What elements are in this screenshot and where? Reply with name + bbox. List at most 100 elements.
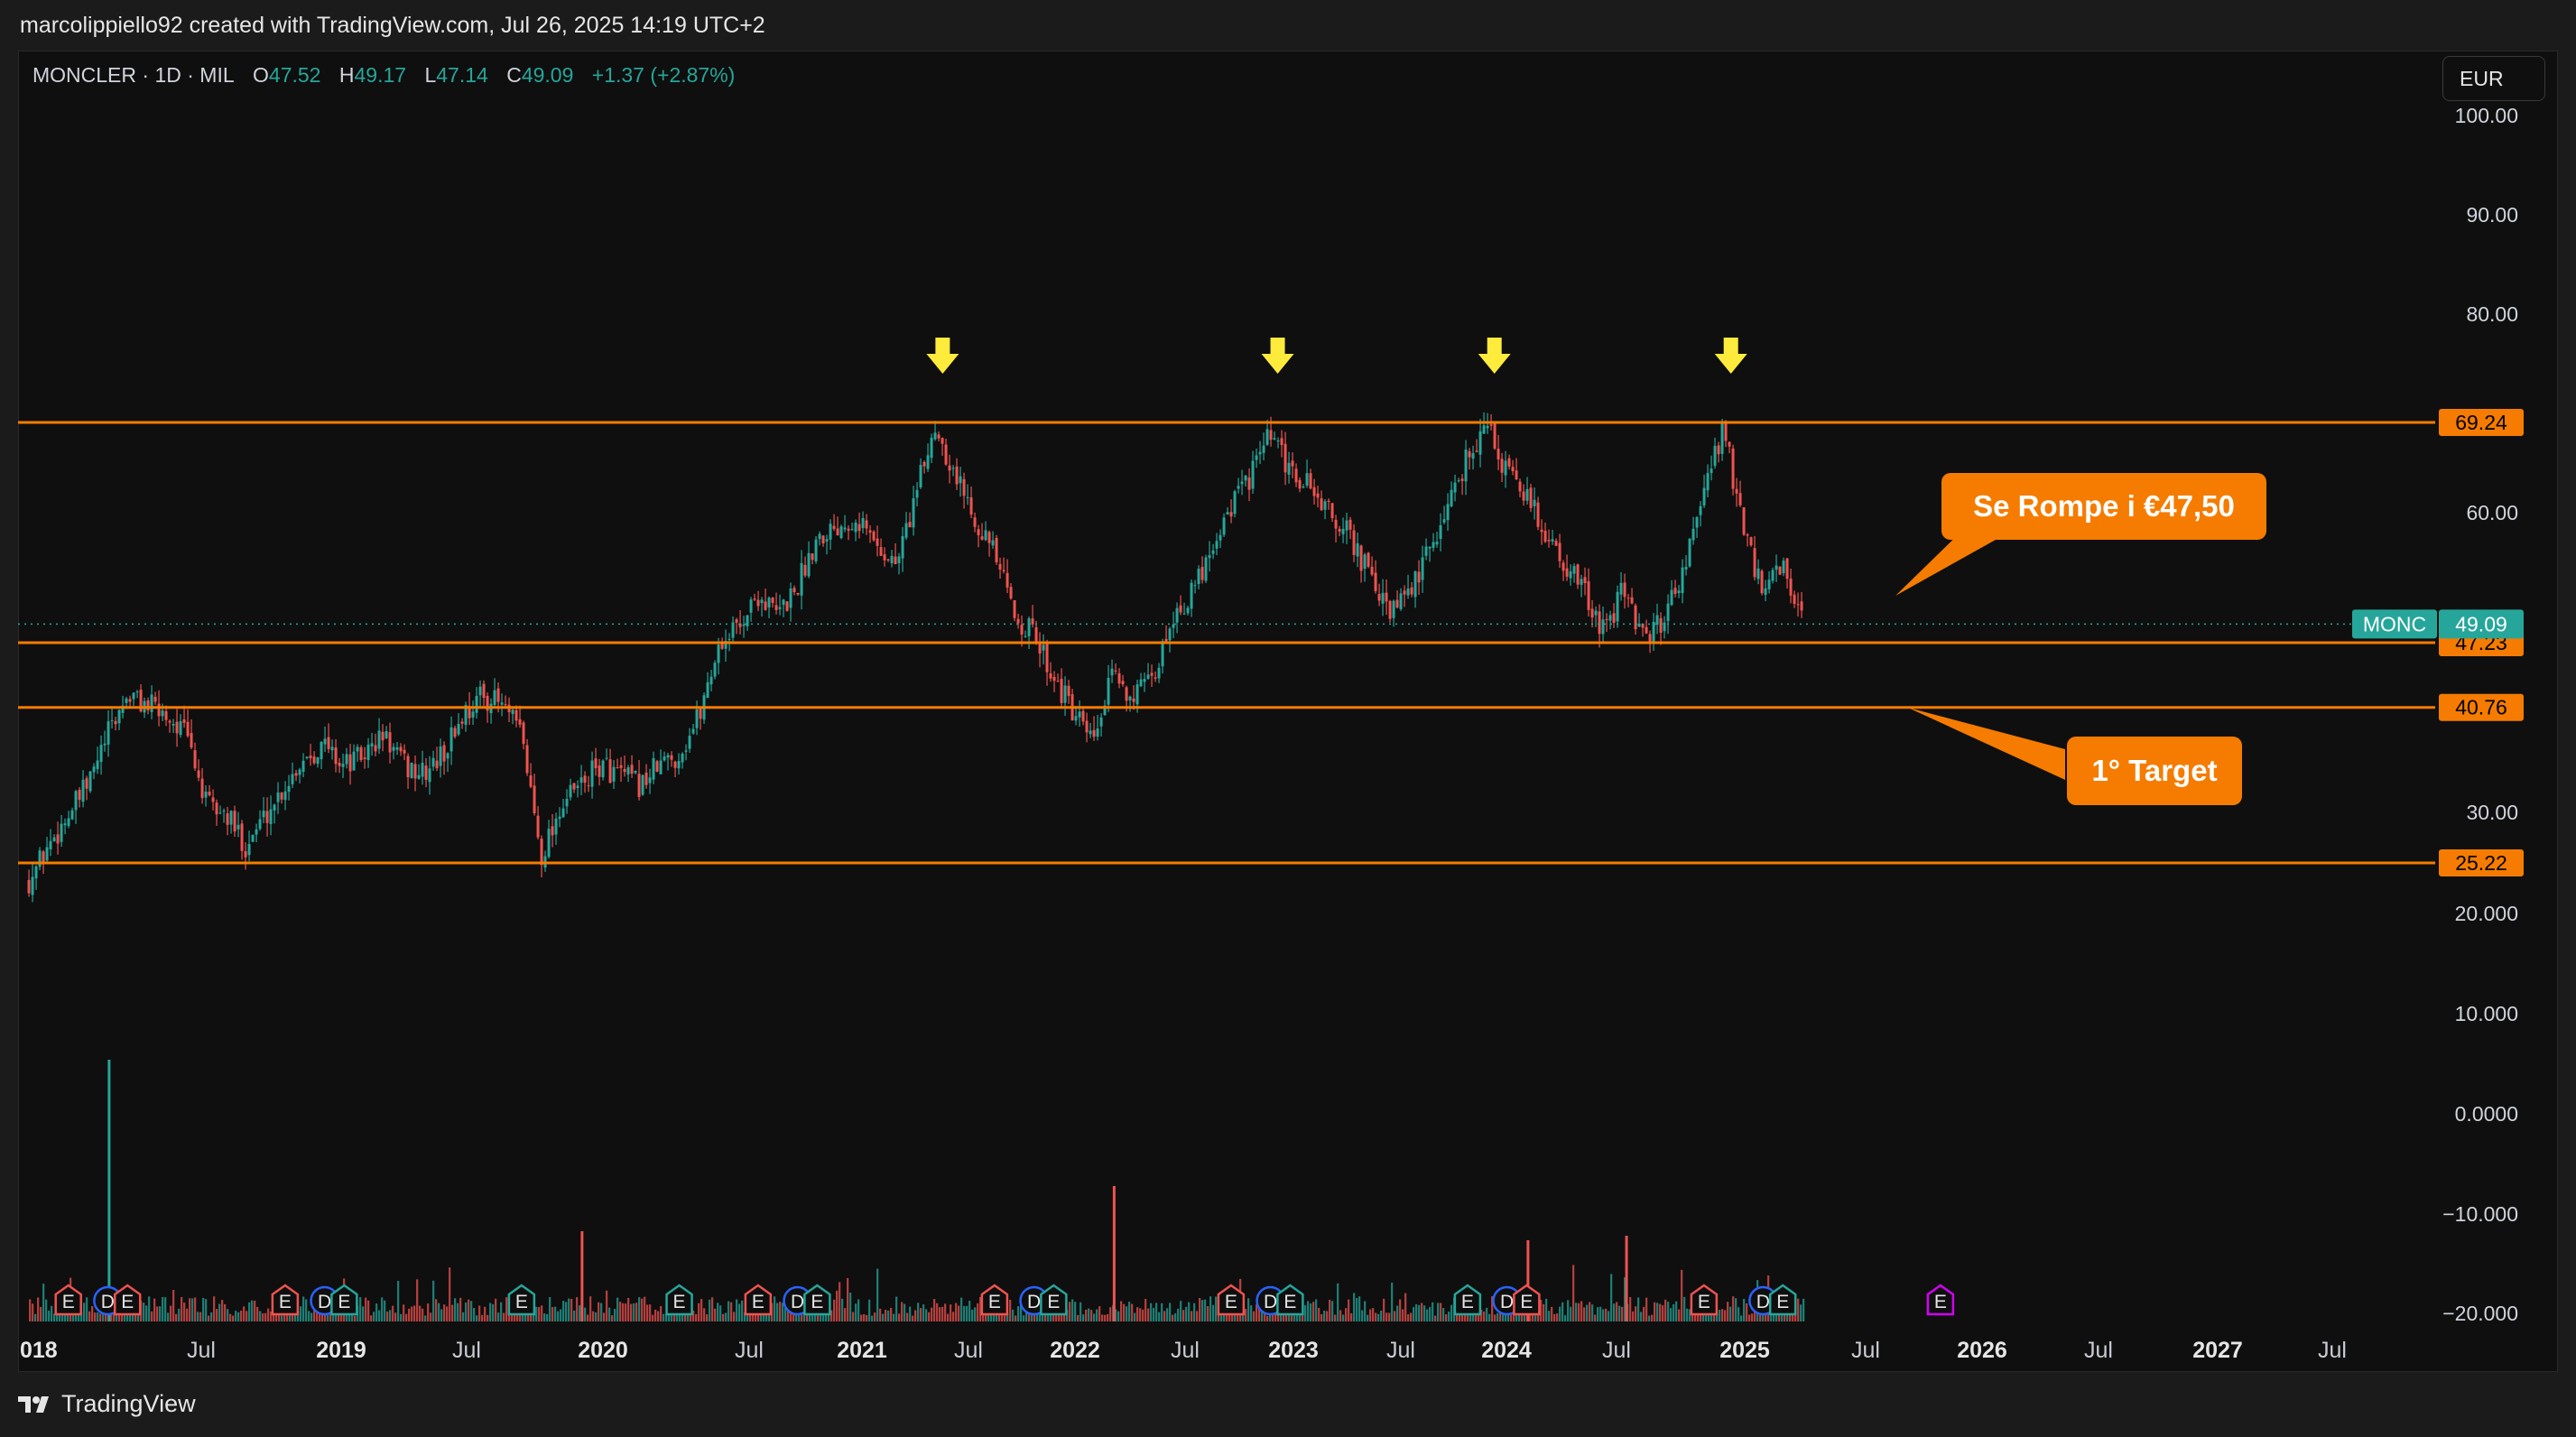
candles — [27, 412, 1803, 903]
volume-bar — [237, 1312, 240, 1321]
earnings-marker[interactable]: E — [1768, 1284, 1797, 1316]
volume-bar — [1166, 1308, 1169, 1321]
time-axis-tick: 2024 — [1481, 1338, 1532, 1363]
earnings-marker[interactable]: E — [1040, 1284, 1068, 1316]
earnings-marker[interactable]: E — [1690, 1284, 1719, 1316]
earnings-marker[interactable]: E — [330, 1284, 358, 1316]
candle-body — [518, 718, 522, 725]
earnings-marker[interactable]: E — [1926, 1284, 1955, 1316]
event-label: E — [1776, 1292, 1789, 1312]
volume-bar — [1656, 1303, 1659, 1321]
volume-bar — [1369, 1309, 1372, 1321]
volume-bar — [1583, 1307, 1586, 1321]
volume-bar — [1591, 1304, 1594, 1321]
volume-bar — [1039, 1309, 1042, 1321]
candle-body — [872, 531, 876, 541]
volume-bar — [86, 1297, 88, 1321]
volume-bar — [644, 1296, 646, 1321]
volume-bar — [1158, 1312, 1161, 1321]
ohlc-legend: MONCLER · 1D · MIL O47.52 H49.17 L47.14 … — [32, 63, 735, 88]
tradingview-brand[interactable]: TradingView — [18, 1390, 196, 1418]
low-value: 47.14 — [436, 63, 488, 87]
volume-bar — [373, 1312, 375, 1321]
volume-bar — [1610, 1274, 1613, 1321]
volume-bar — [749, 1310, 752, 1321]
candle-body — [157, 703, 161, 717]
volume-bar — [595, 1312, 598, 1321]
earnings-marker[interactable]: E — [507, 1284, 536, 1316]
candle-body — [969, 497, 973, 515]
volume-bar — [124, 1312, 126, 1321]
candle-body — [1753, 548, 1756, 578]
candle-body — [464, 704, 468, 725]
earnings-marker[interactable]: E — [1276, 1284, 1304, 1316]
volume-bar — [1117, 1311, 1120, 1321]
volume-bar — [1670, 1308, 1673, 1321]
candle-body — [413, 764, 417, 779]
callout-break-level[interactable]: Se Rompe i €47,50 — [1895, 473, 2266, 596]
candle-body — [31, 876, 34, 895]
candle-body — [1139, 679, 1143, 687]
earnings-marker[interactable]: E — [980, 1284, 1009, 1316]
volume-bar — [882, 1313, 885, 1321]
volume-bar — [1553, 1313, 1556, 1321]
candle-body — [269, 809, 273, 824]
volume-bars — [29, 1060, 1805, 1321]
volume-bar — [443, 1304, 446, 1321]
candle-body — [883, 554, 886, 561]
volume-bar — [638, 1297, 641, 1321]
earnings-marker[interactable]: E — [54, 1284, 82, 1316]
candle-body — [1226, 512, 1229, 515]
volume-bar — [175, 1313, 178, 1321]
earnings-marker[interactable]: E — [1513, 1284, 1541, 1316]
volume-bar — [535, 1306, 538, 1321]
volume-bar — [435, 1299, 438, 1321]
symbol-label[interactable]: MONCLER · 1D · MIL — [32, 63, 235, 87]
volume-bar — [541, 1305, 543, 1321]
candle-body — [1648, 634, 1652, 643]
currency-button[interactable]: EUR — [2442, 56, 2545, 101]
volume-bar — [1689, 1309, 1691, 1321]
volume-bar — [148, 1296, 151, 1321]
candle-body — [839, 526, 843, 539]
volume-bar — [1746, 1303, 1748, 1321]
close-label: C — [506, 63, 522, 87]
volume-bar — [1253, 1311, 1256, 1321]
candle-body — [915, 489, 919, 498]
volume-bar — [1605, 1308, 1608, 1321]
candle-body — [1471, 453, 1475, 459]
volume-bar — [1613, 1303, 1616, 1321]
volume-bar — [895, 1296, 898, 1321]
candle-body — [720, 642, 724, 649]
candle-body — [128, 699, 132, 702]
candle-body — [641, 774, 644, 795]
earnings-marker[interactable]: E — [271, 1284, 300, 1316]
candle-body — [45, 847, 49, 861]
earnings-marker[interactable]: E — [744, 1284, 773, 1316]
volume-bar — [774, 1296, 776, 1321]
volume-bar — [375, 1303, 378, 1321]
volume-bar — [1006, 1312, 1009, 1321]
event-label: E — [338, 1292, 350, 1312]
candle-body — [211, 797, 215, 802]
earnings-marker[interactable]: E — [113, 1284, 142, 1316]
chart-pane[interactable] — [18, 51, 2558, 1372]
candle-body — [1659, 617, 1663, 633]
volume-bar — [489, 1303, 492, 1321]
time-axis-tick: 2027 — [2192, 1338, 2243, 1363]
callout-target[interactable]: 1° Target — [1908, 708, 2242, 805]
earnings-marker[interactable]: E — [1217, 1284, 1246, 1316]
earnings-marker[interactable]: E — [665, 1284, 693, 1316]
earnings-marker[interactable]: E — [1453, 1284, 1482, 1316]
price-axis-tick: 100.00 — [2455, 104, 2518, 127]
volume-bar — [308, 1311, 310, 1321]
plot-area[interactable] — [27, 412, 1805, 1321]
volume-bar — [1036, 1314, 1039, 1321]
symbol-tag-label: MONC — [2363, 612, 2426, 635]
volume-bar — [863, 1313, 866, 1321]
earnings-marker[interactable]: E — [803, 1284, 831, 1316]
time-axis-tick: Jul — [1386, 1338, 1415, 1363]
volume-bar — [1128, 1302, 1131, 1321]
event-label: D — [1756, 1292, 1770, 1312]
